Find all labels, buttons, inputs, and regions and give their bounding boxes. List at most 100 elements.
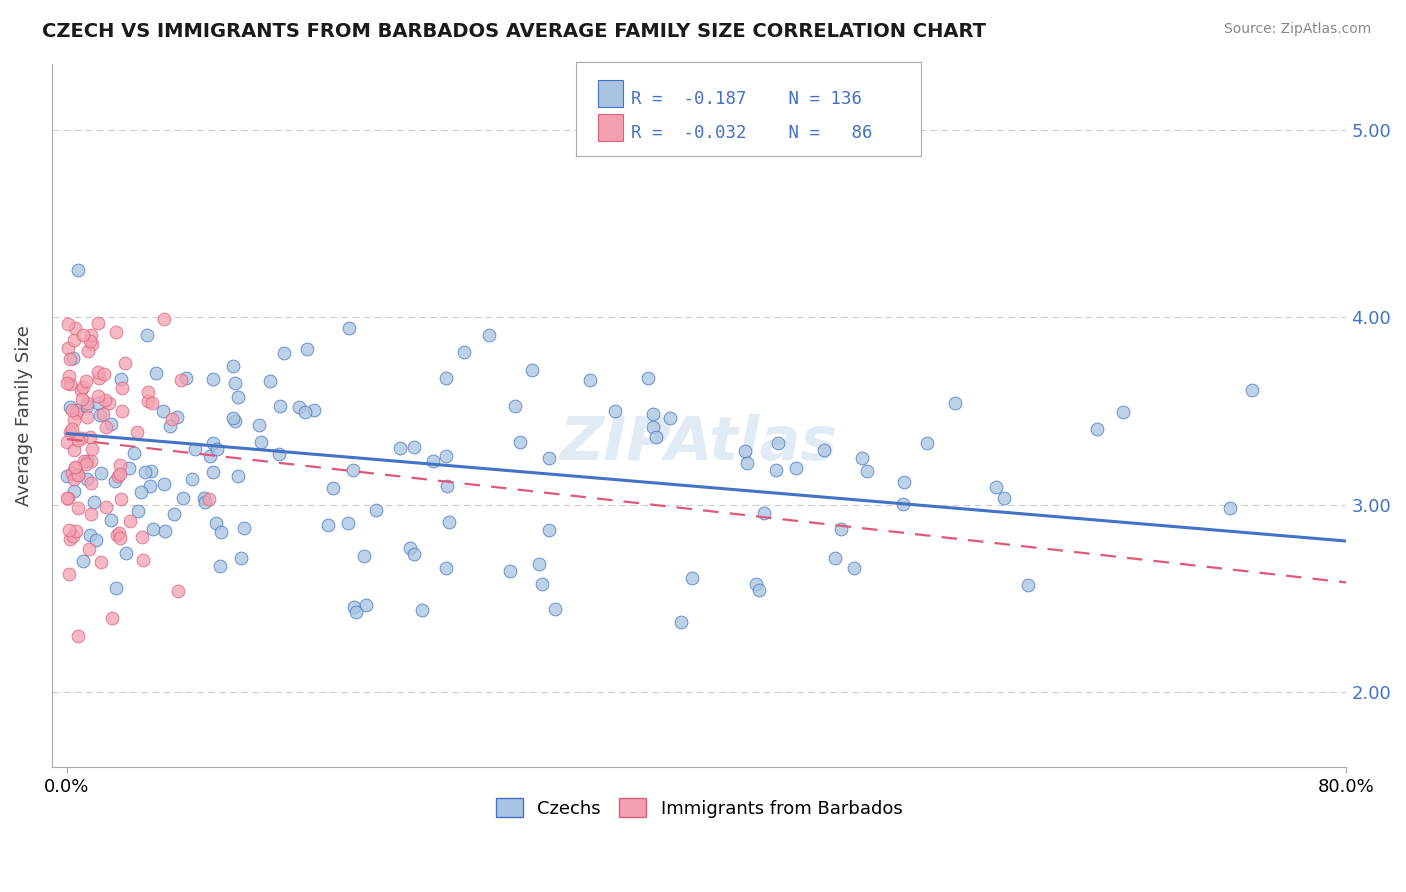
Point [198,449,221,463]
Point [163,507,186,521]
Point [59,376,82,391]
Point [353,549,375,564]
Point [87,371,110,385]
Point [63,321,86,335]
Text: Source: ZipAtlas.com: Source: ZipAtlas.com [1223,22,1371,37]
Point [104,474,127,488]
Point [100,513,122,527]
Point [66,467,89,482]
Point [520,363,543,377]
Point [316,518,339,533]
Point [129,485,152,500]
Point [411,602,433,616]
Point [63,333,86,347]
Point [136,384,159,399]
Point [198,492,221,507]
Text: CZECH VS IMMIGRANTS FROM BARBADOS AVERAGE FAMILY SIZE CORRELATION CHART: CZECH VS IMMIGRANTS FROM BARBADOS AVERAG… [42,22,986,41]
Point [114,546,136,560]
Legend: Czechs, Immigrants from Barbados: Czechs, Immigrants from Barbados [489,791,910,825]
Point [72,328,94,343]
Point [304,403,326,417]
Point [59,425,82,439]
Point [499,564,522,578]
Point [79,527,101,541]
Point [537,451,560,466]
Point [139,479,162,493]
Point [76,343,98,358]
Point [131,530,153,544]
Text: R =  -0.187    N = 136: R = -0.187 N = 136 [631,90,862,108]
Point [342,463,364,477]
Point [84,533,107,547]
Point [60,402,83,417]
Point [322,481,344,495]
Point [120,514,142,528]
Point [63,460,86,475]
Point [56,376,79,391]
Point [56,435,79,450]
Point [434,370,457,384]
Point [1219,500,1241,515]
Point [76,410,98,425]
Point [66,263,89,277]
Point [72,554,94,568]
Point [842,561,865,575]
Point [111,381,134,395]
Point [1241,383,1264,397]
Point [105,326,128,340]
Point [80,442,103,457]
Point [509,434,531,449]
Point [1112,405,1135,419]
Point [205,516,228,531]
Point [62,528,84,542]
Point [141,396,163,410]
Point [65,524,87,538]
Point [75,374,97,388]
Point [851,450,873,465]
Point [60,422,83,436]
Point [105,528,128,542]
Point [209,524,232,539]
Point [76,472,98,486]
Point [785,461,807,475]
Point [87,396,110,410]
Point [915,435,938,450]
Point [288,400,311,414]
Point [107,468,129,483]
Point [62,351,84,365]
Point [830,522,852,536]
Point [97,396,120,410]
Point [422,454,444,468]
Point [336,516,359,531]
Point [745,576,768,591]
Point [66,433,89,447]
Point [76,400,98,414]
Point [986,479,1008,493]
Point [59,400,82,414]
Point [765,463,787,477]
Point [398,541,420,556]
Point [644,429,666,443]
Point [224,414,246,428]
Text: R =  -0.032    N =   86: R = -0.032 N = 86 [631,124,873,142]
Point [108,458,131,472]
Point [132,552,155,566]
Point [893,475,915,489]
Point [67,403,90,417]
Point [136,393,159,408]
Point [160,412,183,426]
Point [107,525,129,540]
Point [193,491,215,505]
Point [72,392,94,407]
Point [79,430,101,444]
Point [110,491,132,506]
Point [152,312,174,326]
Point [1085,422,1108,436]
Point [134,465,156,479]
Point [153,524,176,538]
Point [891,497,914,511]
Point [170,373,193,387]
Point [643,419,665,434]
Point [544,602,567,616]
Point [94,500,117,515]
